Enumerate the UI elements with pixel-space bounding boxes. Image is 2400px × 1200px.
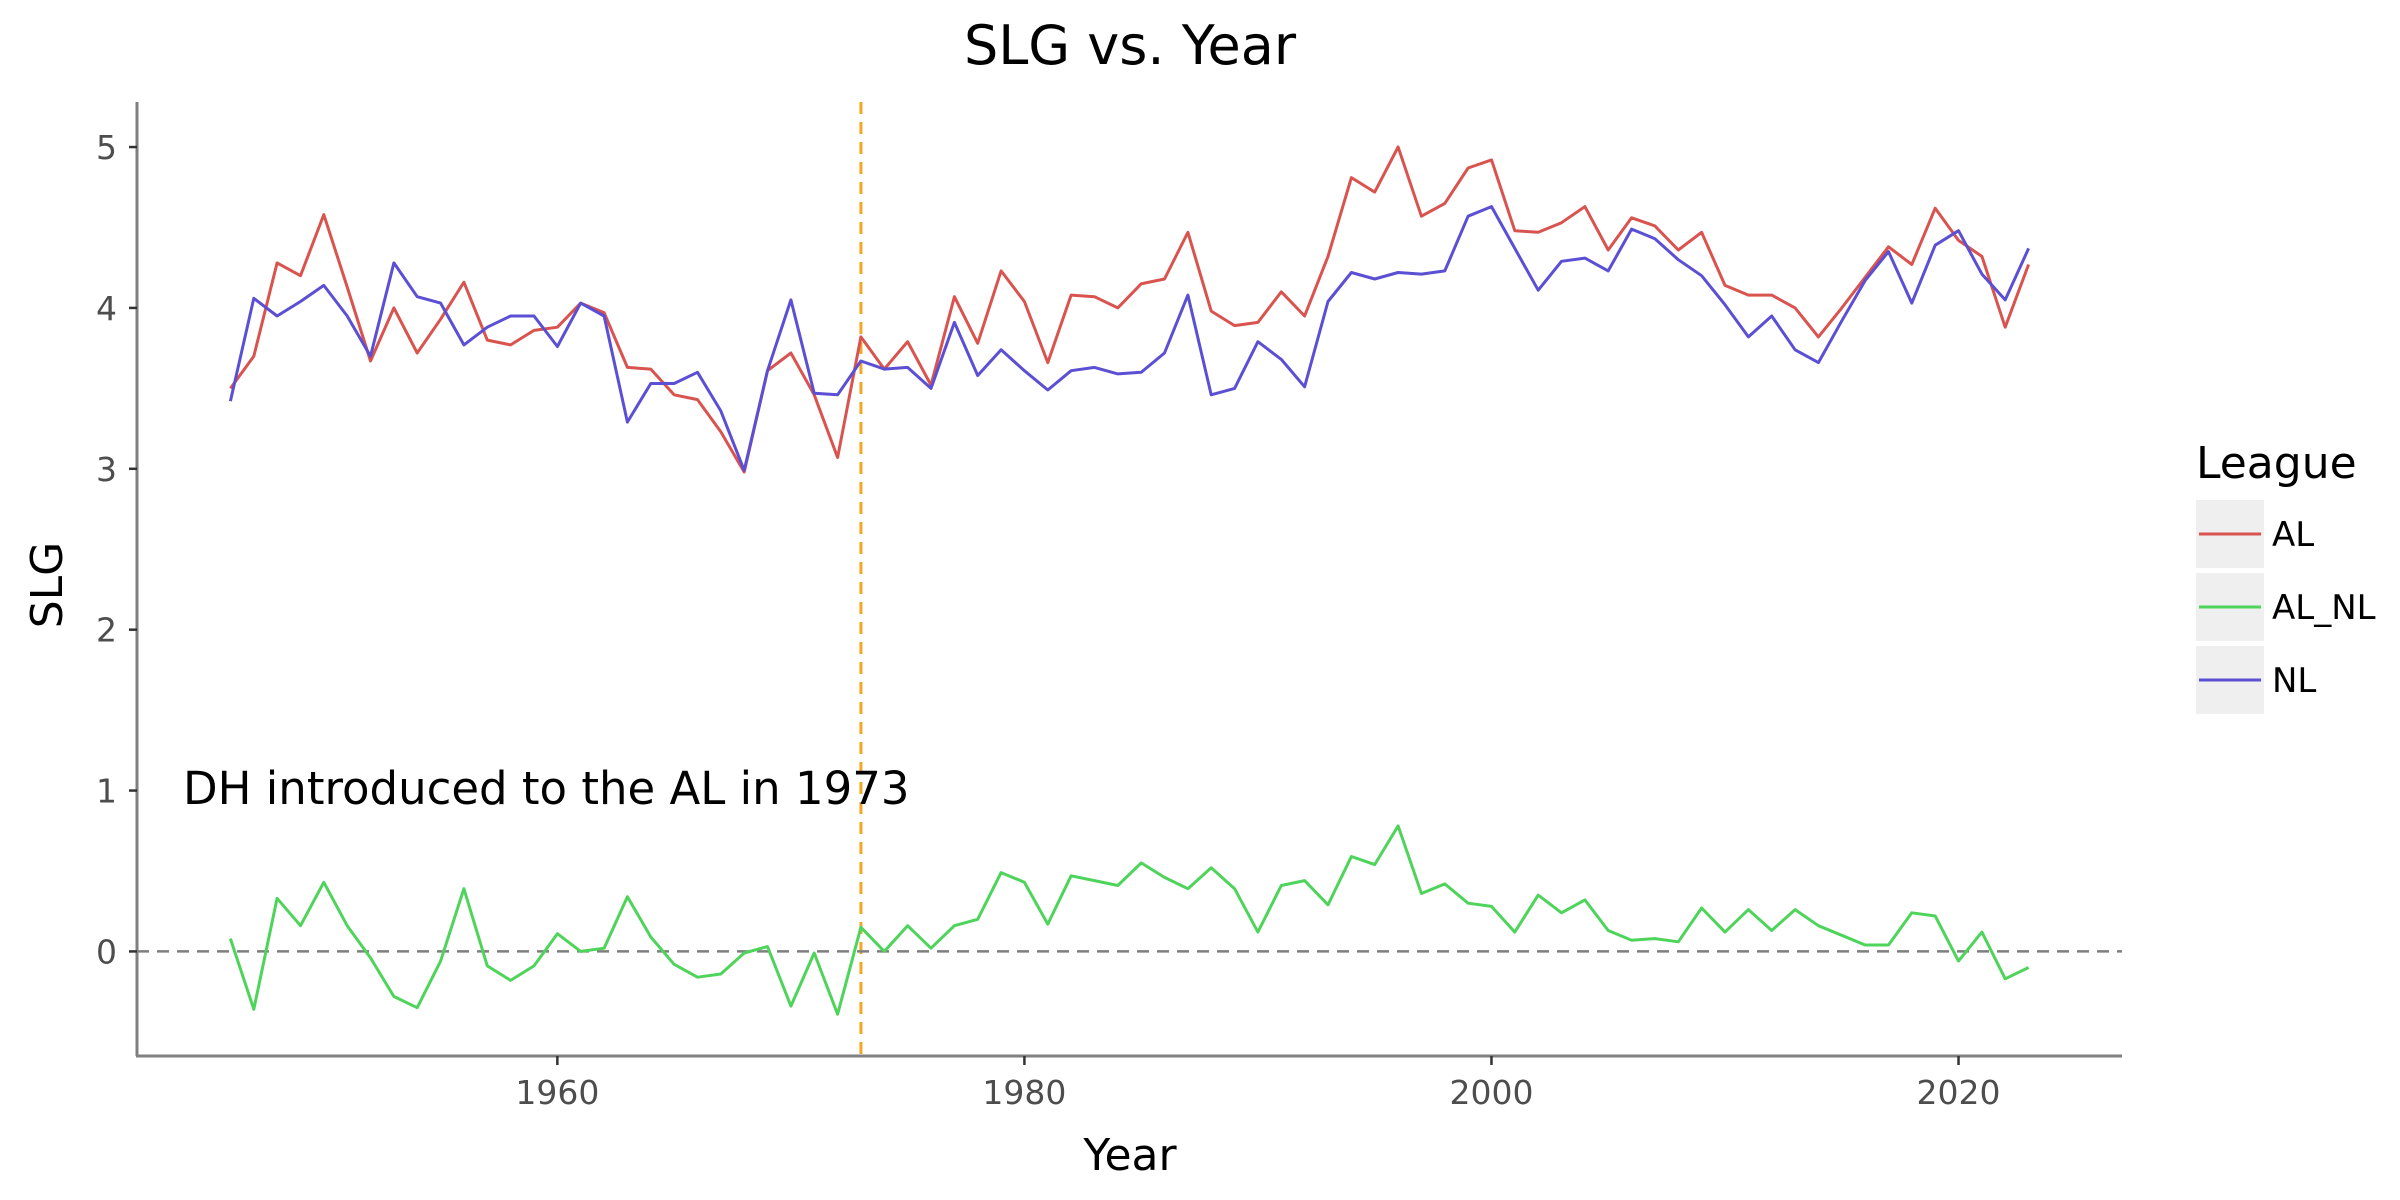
y-tick-label: 5 — [96, 128, 117, 167]
plot-area — [137, 102, 2122, 1056]
x-tick-label: 2020 — [1917, 1073, 2001, 1112]
series-line-al — [229, 145, 2031, 474]
legend-label-al-nl: AL_NL — [2272, 588, 2376, 628]
chart-title: SLG vs. Year — [964, 14, 1297, 77]
x-tick-label: 1980 — [982, 1073, 1066, 1112]
series-line-al-nl — [228, 824, 2030, 1016]
y-tick-label: 2 — [96, 611, 117, 650]
legend: League AL AL_NL NL — [2196, 438, 2376, 714]
legend-title: League — [2196, 438, 2357, 489]
x-tick-label: 1960 — [515, 1073, 599, 1112]
y-tick-label: 0 — [96, 932, 117, 971]
legend-label-al: AL — [2272, 515, 2314, 555]
dh-annotation: DH introduced to the AL in 1973 — [183, 762, 910, 815]
y-axis-ticks: 0 1 2 3 4 5 — [96, 128, 137, 971]
y-tick-label: 4 — [96, 289, 117, 328]
x-tick-label: 2000 — [1449, 1073, 1533, 1112]
legend-items: AL AL_NL NL — [2196, 500, 2376, 714]
y-tick-label: 3 — [96, 450, 117, 489]
x-axis-title: Year — [1082, 1130, 1177, 1181]
y-axis-title: SLG — [22, 542, 73, 629]
y-tick-label: 1 — [96, 772, 117, 811]
x-axis-ticks: 1960 1980 2000 2020 — [515, 1056, 2001, 1112]
series-line-nl — [228, 205, 2030, 472]
legend-label-nl: NL — [2272, 661, 2316, 701]
